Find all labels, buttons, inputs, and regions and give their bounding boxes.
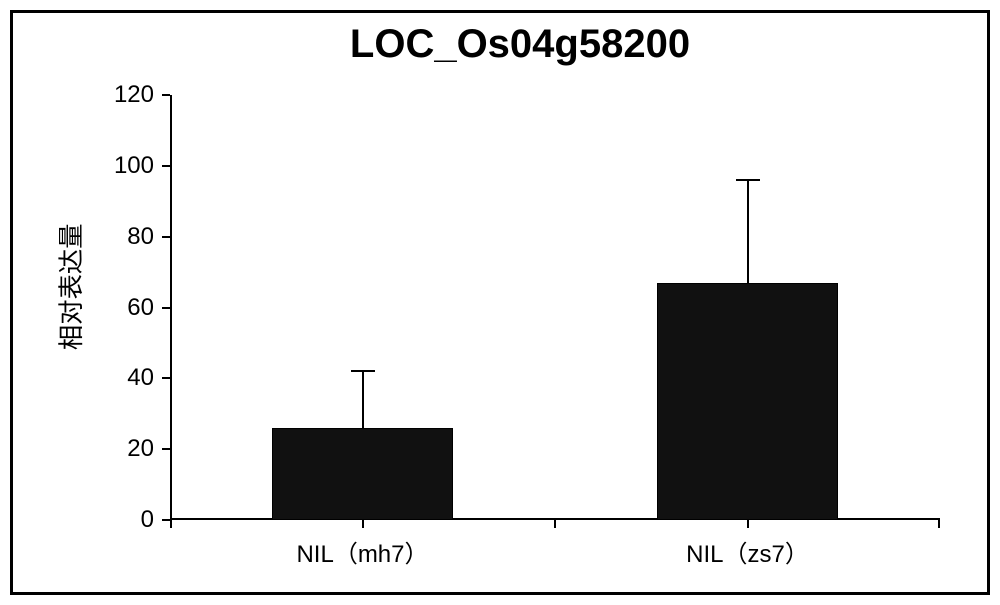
y-axis-label: 相对表达量 — [52, 180, 88, 393]
y-tick-label: 80 — [92, 223, 154, 251]
x-tick — [747, 520, 749, 528]
bar — [657, 283, 838, 520]
x-tick-end — [938, 520, 940, 528]
y-tick-label: 100 — [92, 152, 154, 180]
error-bar-cap — [351, 370, 375, 372]
y-tick-label: 20 — [92, 435, 154, 463]
y-tick-label: 0 — [92, 506, 154, 534]
y-tick — [162, 94, 170, 96]
y-tick — [162, 307, 170, 309]
chart-title: LOC_Os04g58200 — [160, 22, 880, 67]
y-tick-label: 60 — [92, 294, 154, 322]
y-tick-label: 120 — [92, 81, 154, 109]
y-tick — [162, 377, 170, 379]
y-tick — [162, 448, 170, 450]
y-tick — [162, 519, 170, 521]
x-tick-label: NIL（mh7） — [170, 534, 555, 569]
x-tick-mid — [554, 520, 556, 528]
error-bar-line — [747, 180, 749, 283]
y-tick-label: 40 — [92, 364, 154, 392]
y-tick — [162, 165, 170, 167]
y-axis-line — [170, 95, 172, 520]
y-tick — [162, 236, 170, 238]
x-tick — [362, 520, 364, 528]
error-bar-cap — [736, 179, 760, 181]
x-tick-label: NIL（zs7） — [555, 534, 940, 569]
error-bar-line — [362, 371, 364, 428]
bar — [272, 428, 453, 520]
x-tick-origin — [170, 520, 172, 528]
